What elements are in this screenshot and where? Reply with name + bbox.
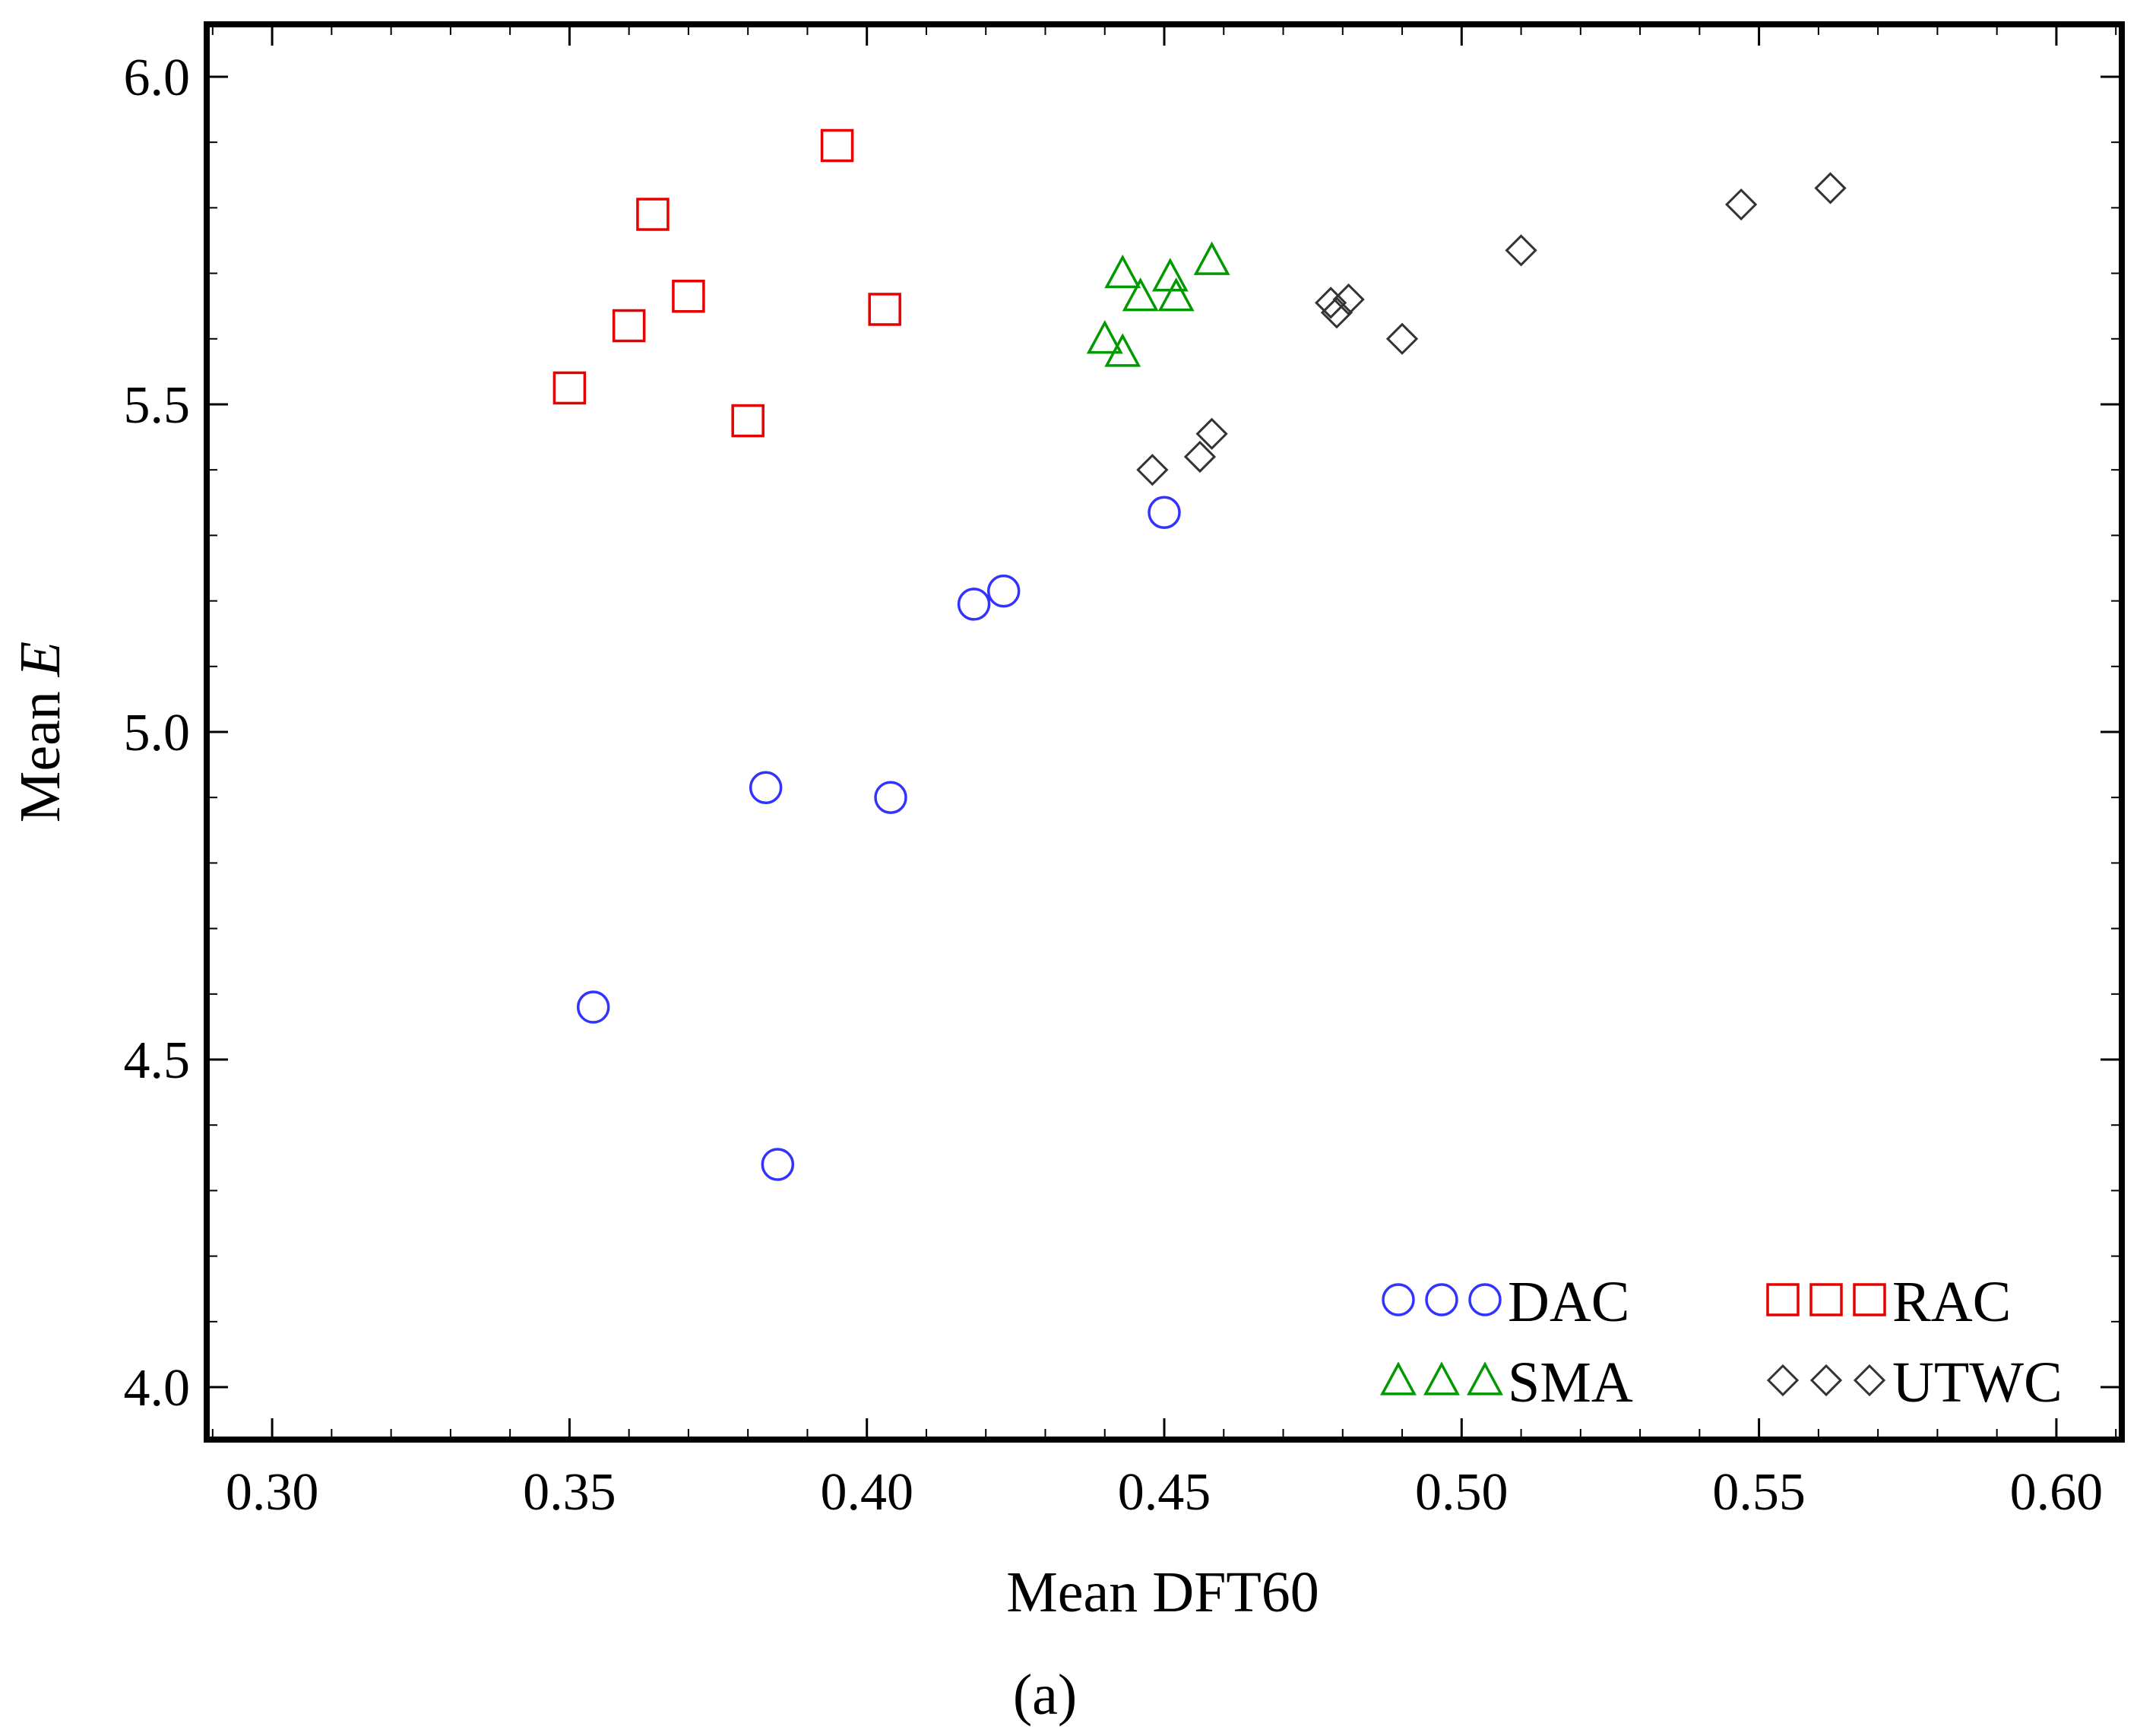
legend-item-utwc: UTWC bbox=[1766, 1351, 2063, 1414]
series-rac bbox=[552, 128, 901, 438]
y-axis-label: Mean E bbox=[8, 641, 72, 822]
legend-sma-marker bbox=[1423, 1361, 1460, 1395]
utwc-point bbox=[1332, 283, 1365, 316]
y-tick-label: 5.0 bbox=[124, 704, 191, 762]
rac-point bbox=[820, 128, 854, 163]
x-tick-label: 0.30 bbox=[226, 1463, 319, 1522]
legend-rac-marker bbox=[1853, 1283, 1886, 1316]
rac-point bbox=[612, 309, 646, 343]
legend-label-sma: SMA bbox=[1508, 1351, 1633, 1414]
x-tick-label: 0.60 bbox=[2010, 1463, 2104, 1522]
legend-label-dac: DAC bbox=[1508, 1270, 1629, 1334]
rac-point bbox=[731, 404, 765, 438]
y-tick-label: 4.0 bbox=[124, 1359, 191, 1418]
sma-point bbox=[1104, 254, 1141, 289]
y-axis-label-prefix: Mean bbox=[8, 676, 72, 822]
legend-dac-marker bbox=[1382, 1283, 1415, 1316]
utwc-point bbox=[1385, 322, 1419, 355]
legend-dac-marker bbox=[1425, 1283, 1458, 1316]
legend-sma-marker bbox=[1380, 1361, 1417, 1395]
legend-label-utwc: UTWC bbox=[1892, 1351, 2063, 1414]
y-tick-label: 5.5 bbox=[124, 376, 191, 435]
x-tick-labels: 0.30 0.35 0.40 0.45 0.50 0.55 0.60 bbox=[226, 1463, 2103, 1522]
legend-sma-marker bbox=[1467, 1361, 1503, 1395]
sma-point bbox=[1122, 277, 1159, 312]
utwc-point bbox=[1320, 296, 1353, 329]
x-tick-label: 0.40 bbox=[820, 1463, 913, 1522]
utwc-point bbox=[1725, 188, 1758, 221]
rac-point bbox=[672, 279, 705, 313]
y-tick-labels: 4.0 4.5 5.0 5.5 6.0 bbox=[124, 49, 191, 1418]
series-utwc bbox=[1136, 172, 1847, 486]
dac-point bbox=[1148, 496, 1181, 529]
series-sma bbox=[1086, 241, 1230, 367]
x-axis-label: Mean DFT60 bbox=[1006, 1560, 1319, 1624]
utwc-point bbox=[1183, 440, 1217, 474]
data-markers bbox=[552, 128, 1847, 1181]
x-tick-label: 0.50 bbox=[1415, 1463, 1509, 1522]
legend-utwc-marker bbox=[1853, 1364, 1886, 1397]
sma-point bbox=[1193, 241, 1230, 275]
legend-item-sma: SMA bbox=[1380, 1351, 1633, 1414]
utwc-point bbox=[1195, 417, 1228, 450]
sma-point bbox=[1086, 320, 1123, 354]
figure-caption: (a) bbox=[1013, 1663, 1077, 1727]
dac-point bbox=[957, 588, 991, 621]
utwc-point bbox=[1315, 287, 1347, 319]
rac-point bbox=[636, 198, 670, 231]
dac-point bbox=[749, 771, 783, 805]
legend-item-rac: RAC bbox=[1766, 1270, 2011, 1334]
y-tick-label: 4.5 bbox=[124, 1031, 191, 1090]
legend-rac-marker bbox=[1809, 1283, 1843, 1316]
sma-point bbox=[1104, 333, 1141, 367]
utwc-point bbox=[1505, 234, 1537, 267]
minor-ticks bbox=[207, 24, 2122, 1440]
legend-rac-marker bbox=[1766, 1283, 1800, 1316]
dac-point bbox=[761, 1148, 795, 1181]
x-tick-label: 0.35 bbox=[523, 1463, 616, 1522]
dac-point bbox=[874, 781, 907, 814]
dac-point bbox=[576, 990, 610, 1024]
legend: DAC RAC SMA UTWC bbox=[1380, 1270, 2063, 1414]
utwc-point bbox=[1814, 172, 1847, 204]
rac-point bbox=[868, 293, 901, 326]
legend-utwc-marker bbox=[1809, 1364, 1843, 1397]
rac-point bbox=[552, 371, 587, 405]
major-ticks bbox=[207, 24, 2122, 1440]
legend-item-dac: DAC bbox=[1382, 1270, 1629, 1334]
plot-frame bbox=[204, 21, 2125, 1443]
utwc-point bbox=[1136, 454, 1169, 486]
legend-label-rac: RAC bbox=[1892, 1270, 2011, 1334]
dac-point bbox=[986, 574, 1021, 608]
series-dac bbox=[576, 496, 1181, 1181]
x-tick-label: 0.45 bbox=[1118, 1463, 1211, 1522]
y-axis-label-var: E bbox=[8, 641, 72, 677]
sma-point bbox=[1151, 258, 1189, 292]
sma-point bbox=[1157, 277, 1195, 312]
y-tick-label: 6.0 bbox=[124, 49, 191, 107]
legend-dac-marker bbox=[1468, 1283, 1502, 1316]
x-tick-label: 0.55 bbox=[1712, 1463, 1806, 1522]
legend-utwc-marker bbox=[1766, 1364, 1800, 1397]
